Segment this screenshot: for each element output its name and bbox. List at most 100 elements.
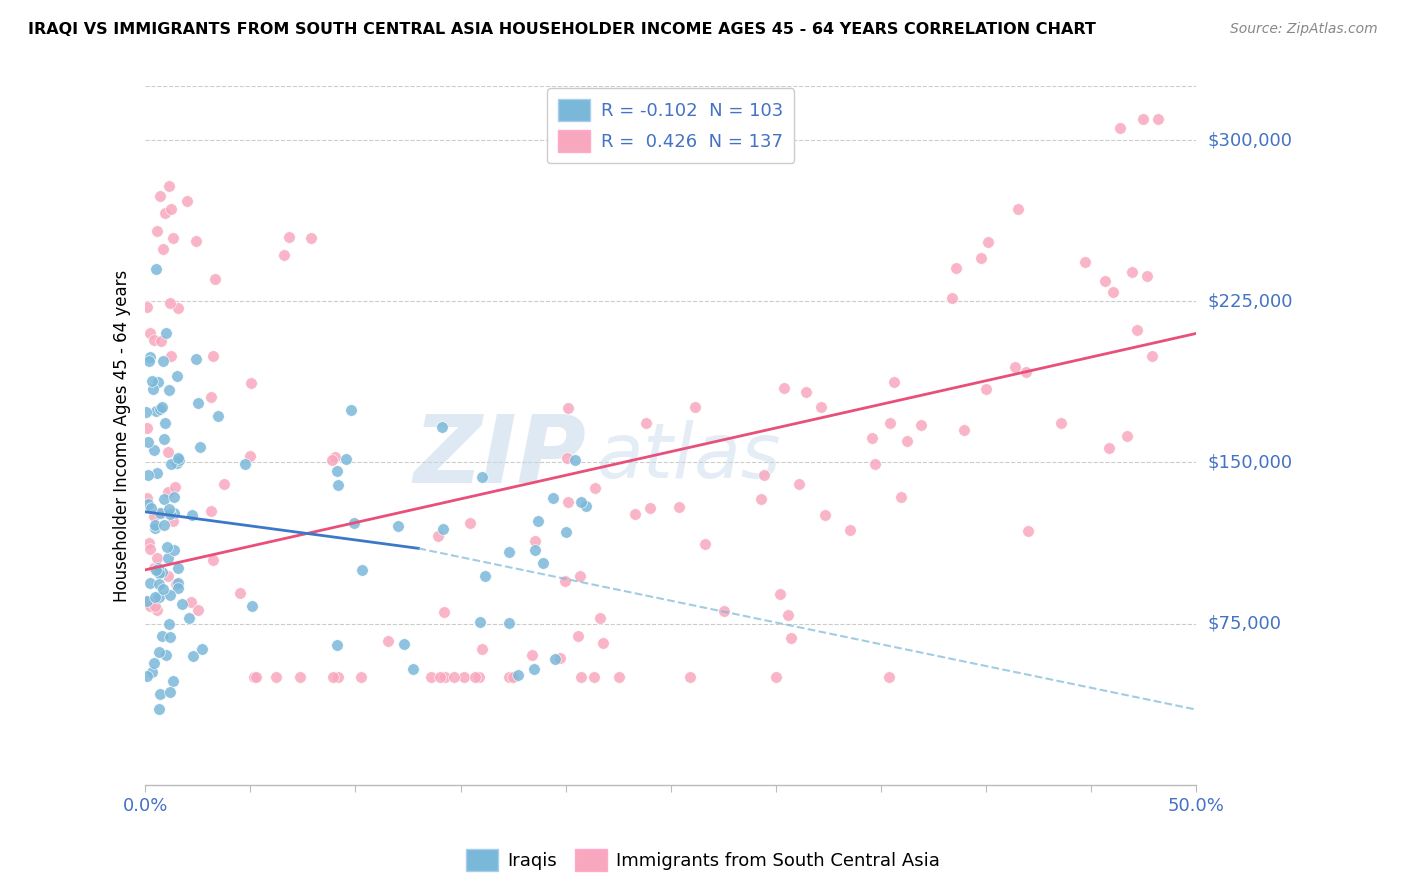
Point — [498, 670, 520, 684]
Point — [166, 561, 188, 575]
Point — [523, 662, 546, 676]
Point — [524, 533, 547, 548]
Point — [201, 552, 224, 566]
Point — [468, 670, 491, 684]
Point — [471, 470, 494, 484]
Point — [160, 202, 183, 216]
Point — [328, 477, 350, 491]
Point — [970, 252, 993, 266]
Point — [624, 507, 647, 521]
Point — [148, 577, 170, 591]
Point — [1136, 268, 1159, 283]
Point — [233, 457, 256, 471]
Point — [877, 670, 900, 684]
Point — [165, 577, 187, 591]
Point — [326, 464, 349, 478]
Point — [145, 551, 167, 566]
Point — [240, 599, 263, 613]
Legend: Iraqis, Immigrants from South Central Asia: Iraqis, Immigrants from South Central As… — [458, 842, 948, 879]
Point — [548, 651, 571, 665]
Point — [136, 421, 159, 435]
Point — [143, 443, 166, 458]
Point — [1015, 365, 1038, 379]
Point — [464, 670, 486, 684]
Point — [865, 457, 887, 471]
Point — [588, 610, 610, 624]
Point — [141, 374, 163, 388]
Point — [148, 507, 170, 521]
Point — [343, 516, 366, 531]
Point — [200, 504, 222, 518]
Point — [432, 522, 454, 536]
Point — [810, 400, 832, 414]
Point — [752, 468, 775, 483]
Point — [522, 648, 544, 662]
Point — [583, 670, 606, 684]
Point — [159, 458, 181, 472]
Point — [138, 599, 160, 613]
Point — [340, 402, 363, 417]
Point — [153, 432, 176, 446]
Point — [156, 550, 179, 565]
Point — [567, 629, 589, 643]
Point — [145, 563, 167, 577]
Point — [474, 568, 496, 582]
Point — [176, 194, 198, 208]
Point — [1109, 120, 1132, 135]
Point — [773, 381, 796, 395]
Point — [890, 490, 912, 504]
Point — [749, 491, 772, 506]
Point — [152, 400, 174, 414]
Text: $300,000: $300,000 — [1208, 131, 1292, 149]
Point — [146, 561, 169, 575]
Point — [157, 502, 180, 516]
Point — [471, 642, 494, 657]
Point — [564, 453, 586, 467]
Point — [162, 674, 184, 689]
Point — [693, 537, 716, 551]
Point — [145, 466, 167, 480]
Point — [569, 495, 592, 509]
Point — [242, 670, 264, 684]
Point — [910, 417, 932, 432]
Point — [190, 641, 212, 656]
Point — [789, 476, 811, 491]
Point — [139, 576, 162, 591]
Point — [166, 451, 188, 466]
Point — [155, 648, 177, 663]
Point — [883, 375, 905, 389]
Point — [638, 501, 661, 516]
Point — [392, 638, 415, 652]
Point — [592, 636, 614, 650]
Point — [1102, 285, 1125, 300]
Point — [142, 560, 165, 574]
Point — [143, 517, 166, 532]
Point — [148, 566, 170, 580]
Point — [143, 599, 166, 613]
Point — [636, 416, 658, 430]
Point — [1073, 254, 1095, 268]
Point — [136, 669, 159, 683]
Point — [1146, 112, 1168, 126]
Point — [163, 490, 186, 504]
Point — [138, 541, 160, 556]
Point — [1017, 524, 1039, 538]
Point — [974, 382, 997, 396]
Point — [167, 575, 190, 590]
Point — [148, 701, 170, 715]
Point — [146, 224, 169, 238]
Point — [148, 645, 170, 659]
Point — [167, 301, 190, 315]
Point — [179, 611, 201, 625]
Point — [1004, 359, 1026, 374]
Point — [780, 631, 803, 645]
Point — [166, 581, 188, 595]
Point — [765, 670, 787, 684]
Point — [352, 563, 374, 577]
Point — [160, 349, 183, 363]
Point — [145, 262, 167, 277]
Point — [420, 670, 443, 684]
Point — [953, 423, 976, 437]
Point — [153, 492, 176, 507]
Point — [152, 242, 174, 256]
